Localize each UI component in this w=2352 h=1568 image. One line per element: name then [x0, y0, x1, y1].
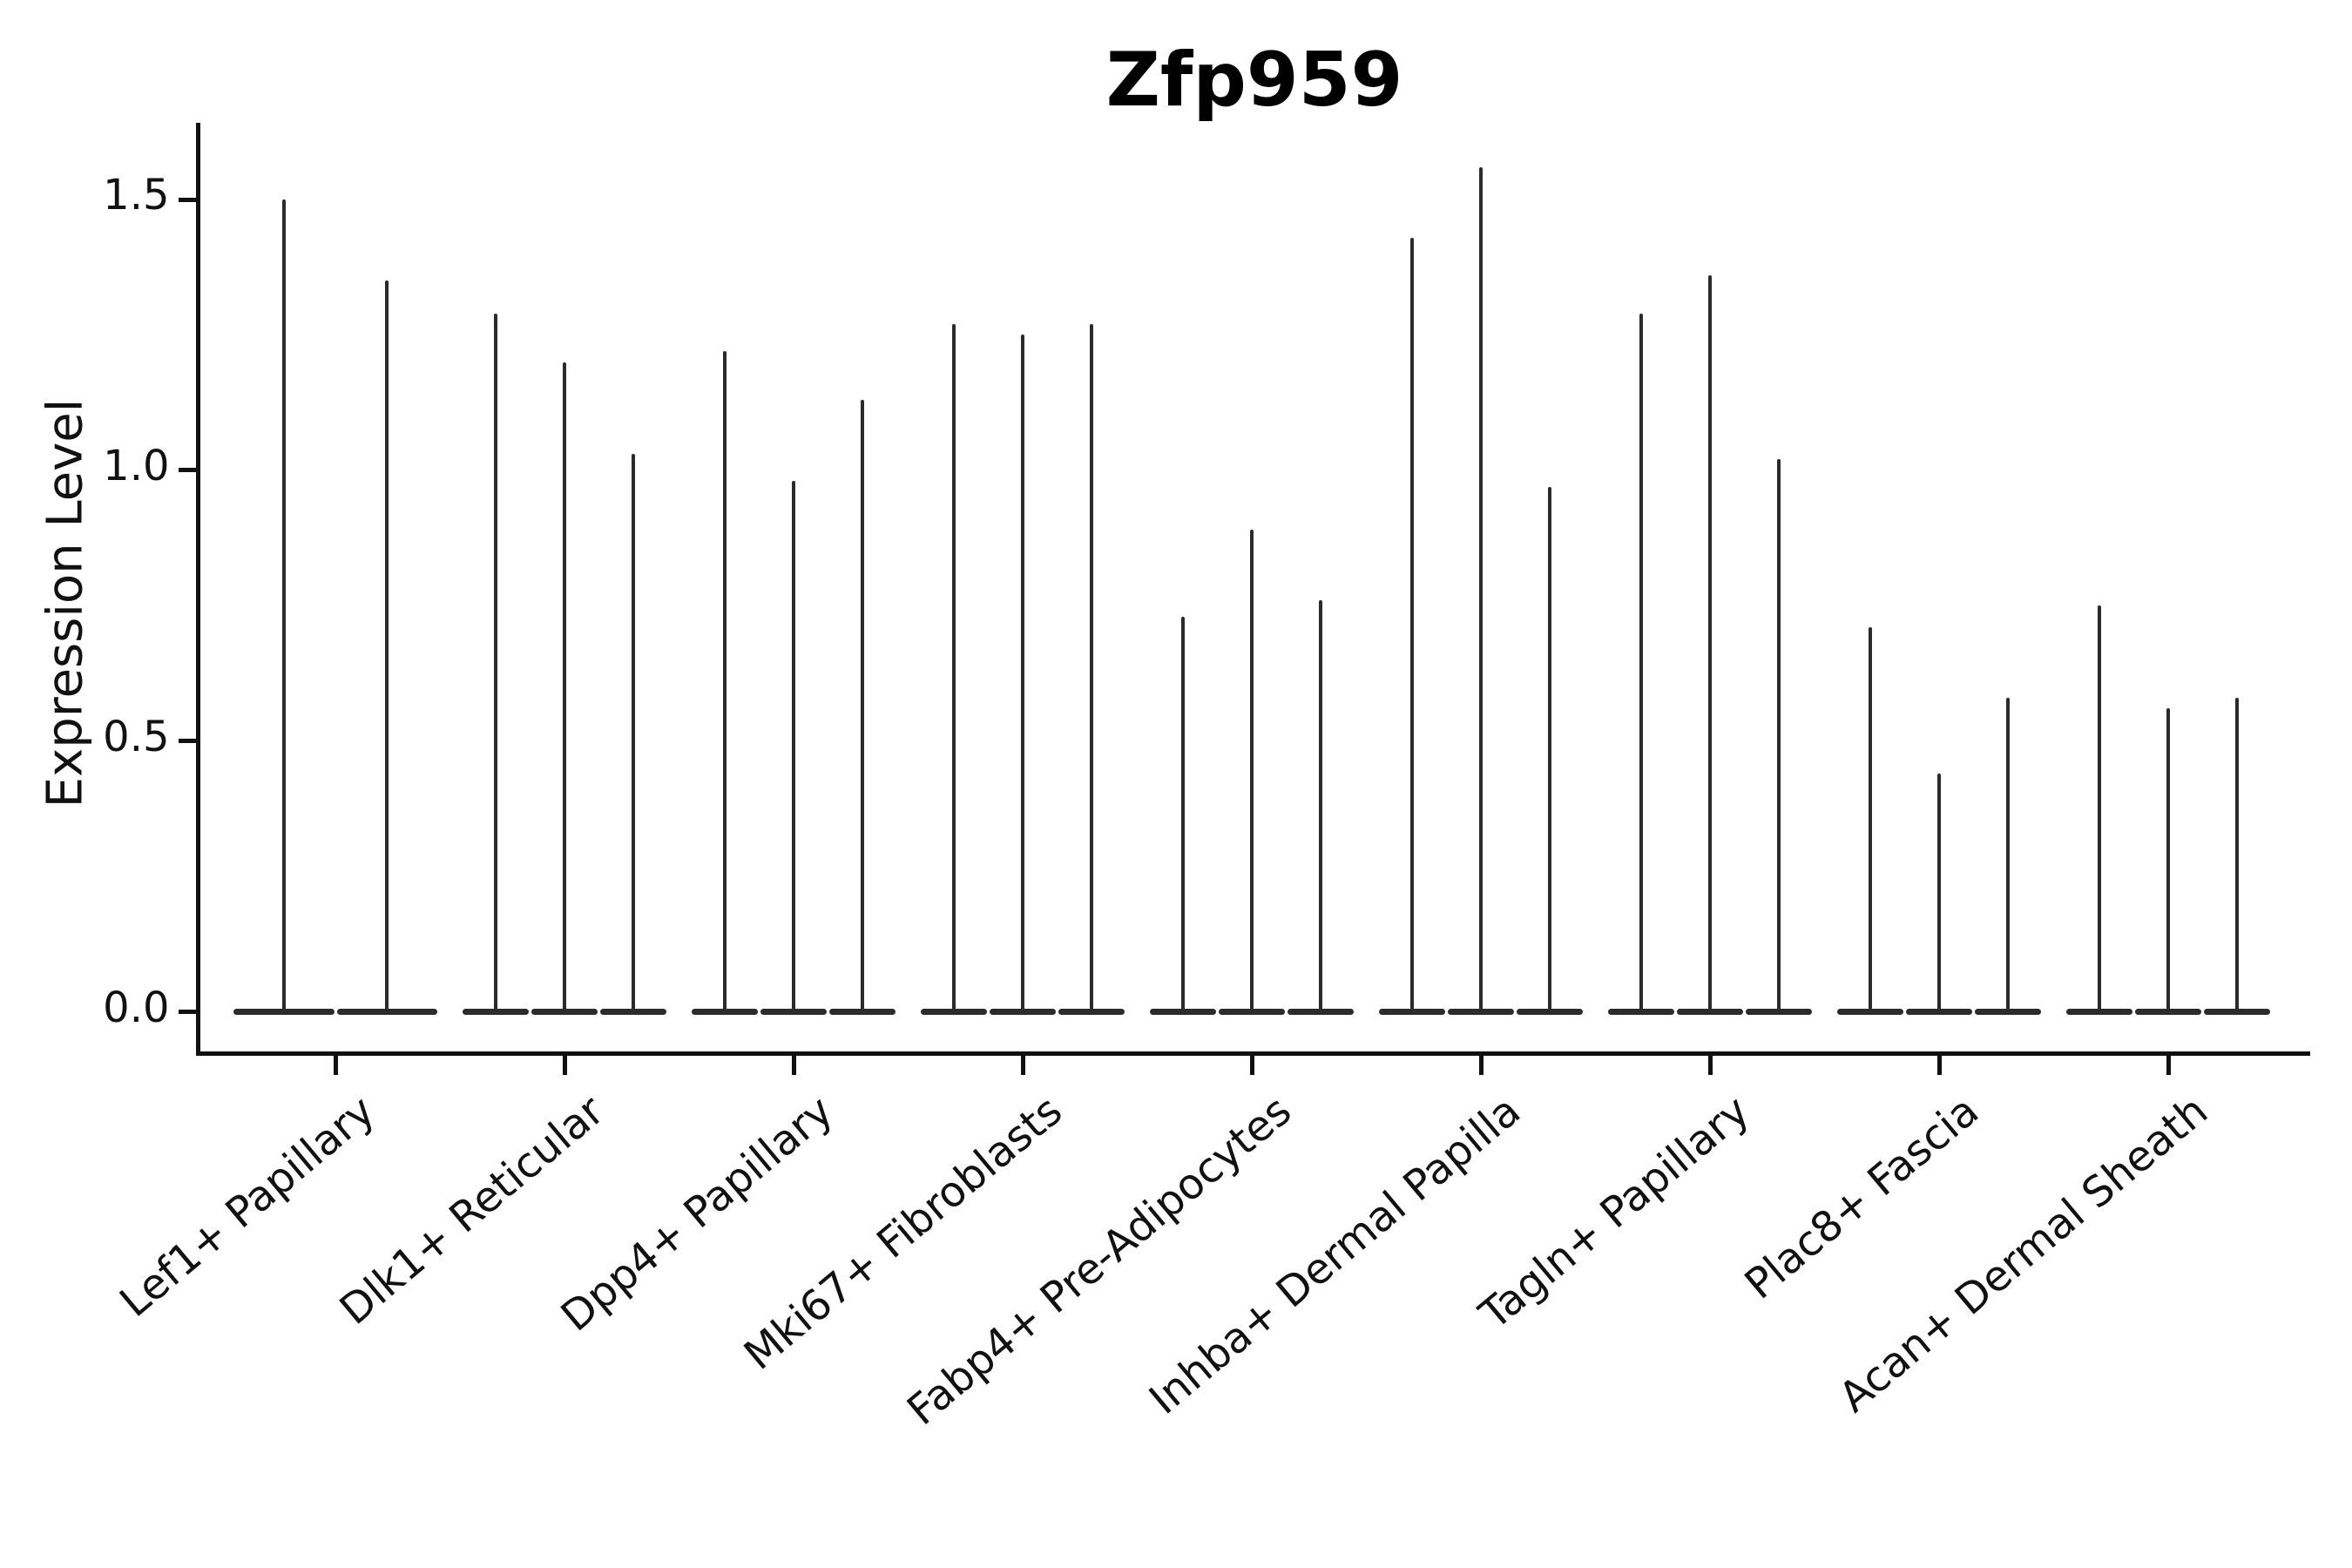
x-tick-label: Fabp4+ Pre-Adipocytes	[898, 1086, 1301, 1436]
x-tick	[562, 1055, 567, 1075]
violin-spike	[1548, 486, 1552, 1014]
violin-spike	[563, 362, 567, 1014]
x-tick	[1936, 1055, 1942, 1075]
y-tick	[178, 739, 196, 744]
violin-spike	[1708, 275, 1713, 1014]
x-tick	[1249, 1055, 1254, 1075]
x-axis-spine	[195, 1051, 2310, 1056]
violin-spike	[1090, 324, 1094, 1014]
y-tick-label: 0.0	[103, 983, 170, 1032]
y-tick-label: 1.0	[103, 441, 170, 490]
y-tick	[178, 468, 196, 473]
x-tick-label: Inhba+ Dermal Papilla	[1140, 1086, 1531, 1424]
violin-spike	[632, 454, 636, 1014]
violin-spike	[2098, 605, 2102, 1014]
x-tick-label: Tagln+ Papillary	[1470, 1086, 1760, 1340]
y-tick-label: 0.5	[103, 712, 170, 761]
violin-spike	[1777, 459, 1781, 1014]
violin-spike	[723, 351, 727, 1014]
x-tick-label: Dpp4+ Papillary	[551, 1086, 843, 1342]
violin-spike	[952, 324, 956, 1014]
x-tick	[2166, 1055, 2171, 1075]
x-tick	[1020, 1055, 1025, 1075]
x-tick	[333, 1055, 338, 1075]
violin-spike	[1479, 166, 1484, 1014]
y-axis-label: Expression Level	[37, 398, 94, 808]
x-tick	[1478, 1055, 1484, 1075]
x-tick-label: Mki67+ Fibroblasts	[735, 1086, 1072, 1380]
violin-spike	[1250, 530, 1254, 1014]
x-tick	[791, 1055, 796, 1075]
y-tick	[178, 1010, 196, 1015]
chart-title: Zfp959	[1105, 37, 1403, 124]
x-tick-label: Acan+ Dermal Sheath	[1830, 1086, 2218, 1423]
y-tick	[178, 197, 196, 202]
x-tick-label: Plac8+ Fascia	[1735, 1086, 1989, 1309]
violin-spike	[282, 199, 287, 1014]
violin-spike	[1639, 313, 1644, 1014]
violin-spike	[1869, 627, 1873, 1014]
violin-spike	[1181, 616, 1186, 1014]
violin-spike	[2006, 698, 2011, 1014]
x-tick-label: Dlk1+ Reticular	[331, 1086, 614, 1335]
y-tick-label: 1.5	[103, 171, 170, 220]
violin-spike	[1319, 600, 1323, 1014]
violin-spike	[385, 280, 389, 1014]
x-tick	[1707, 1055, 1713, 1075]
violin-spike	[1410, 237, 1415, 1014]
violin-spike	[1937, 774, 1942, 1014]
violin-spike	[2166, 708, 2171, 1014]
violin-spike	[861, 400, 865, 1014]
violin-spike	[792, 481, 796, 1014]
y-axis-spine	[195, 123, 200, 1056]
violin-spike	[1021, 335, 1025, 1014]
violin-spike	[494, 313, 498, 1014]
violin-spike	[2235, 698, 2240, 1014]
